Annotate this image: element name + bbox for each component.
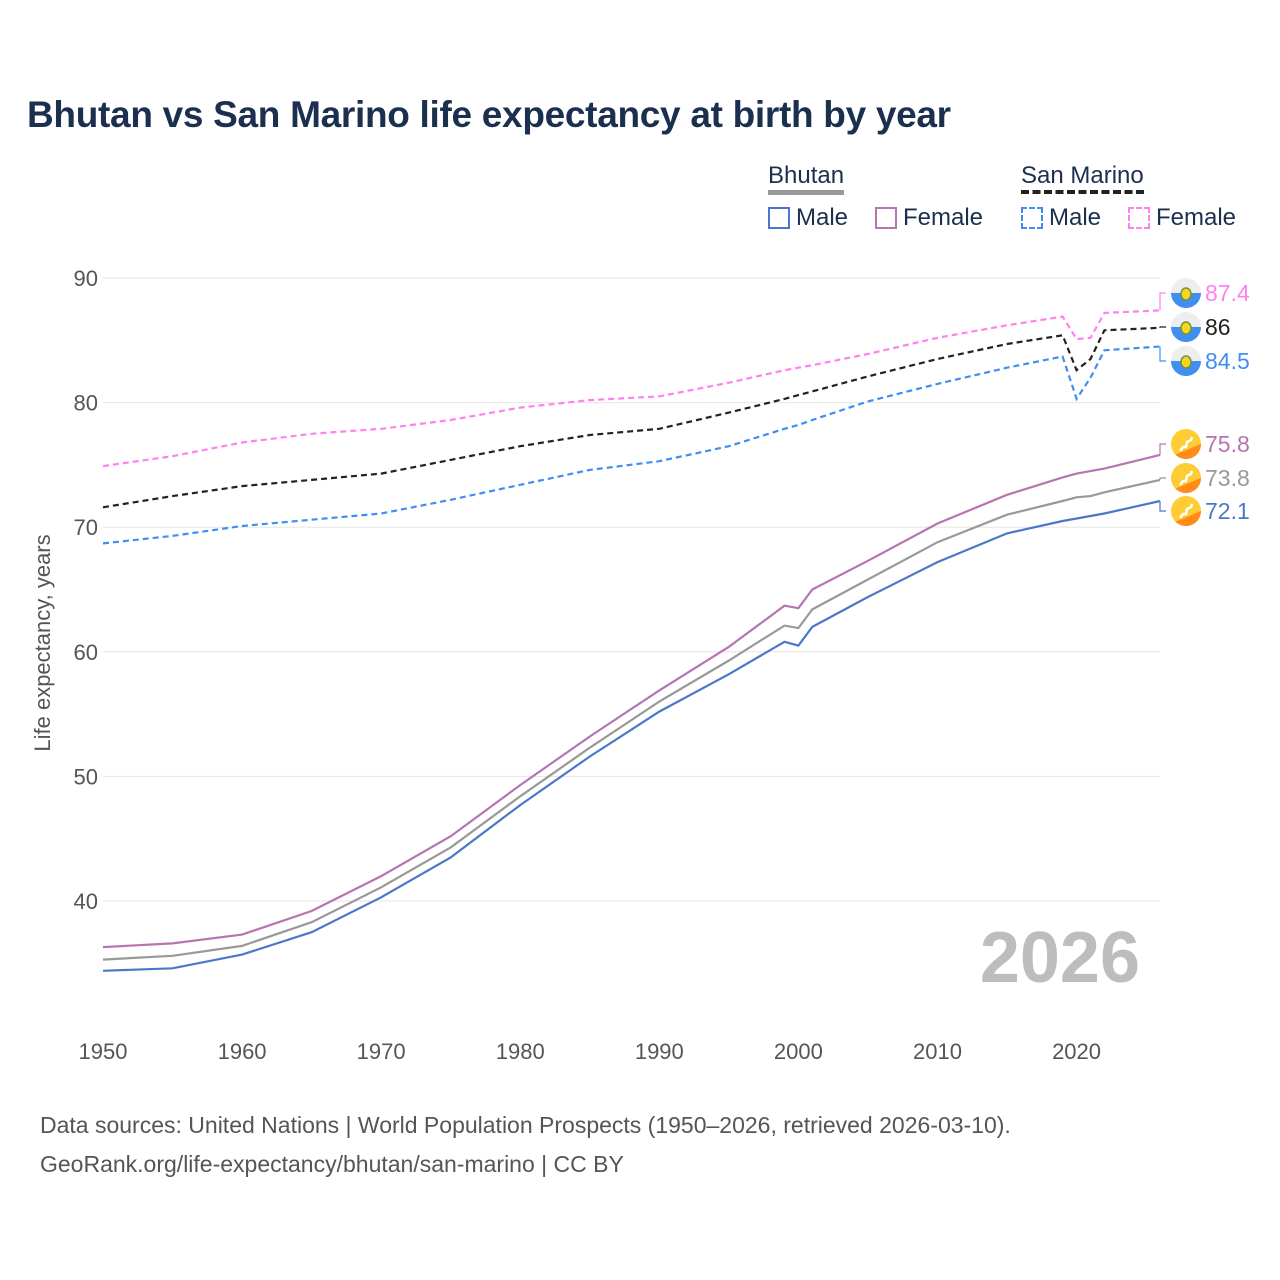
flag-lower (1175, 511, 1201, 526)
x-tick-label: 1990 (635, 1039, 684, 1064)
chart-title: Bhutan vs San Marino life expectancy at … (27, 94, 951, 135)
series-line-san-marino[interactable] (102, 326, 1161, 509)
y-tick-label: 40 (74, 889, 98, 914)
label-connector (1159, 346, 1166, 362)
flag-lower (1175, 478, 1201, 493)
series-line-san-marino-male[interactable] (102, 345, 1161, 545)
y-tick-label: 50 (74, 764, 98, 789)
series-line-bhutan[interactable] (102, 478, 1161, 961)
label-connector (1159, 443, 1166, 455)
legend-san-marino-female[interactable]: Female (1128, 204, 1236, 232)
legend-bhutan-label: Bhutan (768, 162, 845, 195)
bhutan-flag-icon (1171, 463, 1201, 493)
source-line-2[interactable]: GeoRank.org/life-expectancy/bhutan/san-m… (40, 1151, 624, 1177)
y-tick-label: 60 (74, 640, 98, 665)
legend-label: Female (903, 204, 984, 231)
dragon-glyph (1179, 503, 1194, 519)
x-tick-label: 1980 (496, 1039, 545, 1064)
legend-bhutan: Bhutan Male Female (768, 162, 1008, 242)
x-tick-label: 2020 (1052, 1039, 1101, 1064)
dragon-glyph (1179, 470, 1194, 486)
end-value-label: 75.8 (1205, 431, 1250, 457)
y-tick-label: 90 (74, 266, 98, 291)
source-note: Data sources: United Nations | World Pop… (40, 1106, 1011, 1184)
end-value-label: 84.5 (1205, 348, 1250, 374)
coat-of-arms (1180, 287, 1192, 301)
swatch-icon (1128, 207, 1150, 229)
label-connector (1159, 477, 1166, 480)
series-line-bhutan-female[interactable] (102, 453, 1161, 949)
flag-lower (1175, 444, 1201, 459)
legend-san-marino: San Marino Male Female (1021, 162, 1261, 242)
coat-of-arms (1180, 321, 1192, 335)
san-marino-flag-icon (1171, 278, 1201, 308)
bhutan-flag-icon (1171, 496, 1201, 526)
year-watermark: 2026 (980, 918, 1140, 998)
x-tick-label: 2000 (774, 1039, 823, 1064)
san-marino-flag-icon (1171, 312, 1201, 342)
end-value-label: 72.1 (1205, 498, 1250, 524)
legend-label: Female (1156, 204, 1237, 231)
label-connector (1159, 292, 1166, 311)
y-tick-label: 70 (74, 515, 98, 540)
bhutan-flag-icon (1171, 429, 1201, 459)
swatch-icon (768, 207, 790, 229)
label-connector (1159, 326, 1166, 328)
dragon-glyph (1179, 436, 1194, 452)
x-tick-label: 1970 (357, 1039, 406, 1064)
series-line-bhutan-male[interactable] (102, 499, 1161, 972)
source-line-1: Data sources: United Nations | World Pop… (40, 1112, 1011, 1138)
y-tick-label: 80 (74, 391, 98, 416)
legend-label: Male (1049, 204, 1102, 231)
legend-san-marino-male[interactable]: Male (1021, 204, 1101, 232)
x-tick-label: 1950 (79, 1039, 128, 1064)
x-tick-label: 2010 (913, 1039, 962, 1064)
coat-of-arms (1180, 355, 1192, 369)
end-value-label: 86 (1205, 314, 1231, 340)
swatch-icon (875, 207, 897, 229)
swatch-icon (1021, 207, 1043, 229)
legend-bhutan-male[interactable]: Male (768, 204, 848, 232)
y-axis-label: Life expectancy, years (30, 534, 55, 751)
x-tick-label: 1960 (218, 1039, 267, 1064)
series-line-san-marino-female[interactable] (102, 309, 1161, 468)
san-marino-flag-icon (1171, 346, 1201, 376)
label-connector (1159, 501, 1166, 512)
legend-label: Male (796, 204, 849, 231)
legend-san-marino-label: San Marino (1021, 162, 1144, 194)
end-value-label: 87.4 (1205, 280, 1250, 306)
end-value-label: 73.8 (1205, 465, 1250, 491)
legend-bhutan-female[interactable]: Female (875, 204, 983, 232)
